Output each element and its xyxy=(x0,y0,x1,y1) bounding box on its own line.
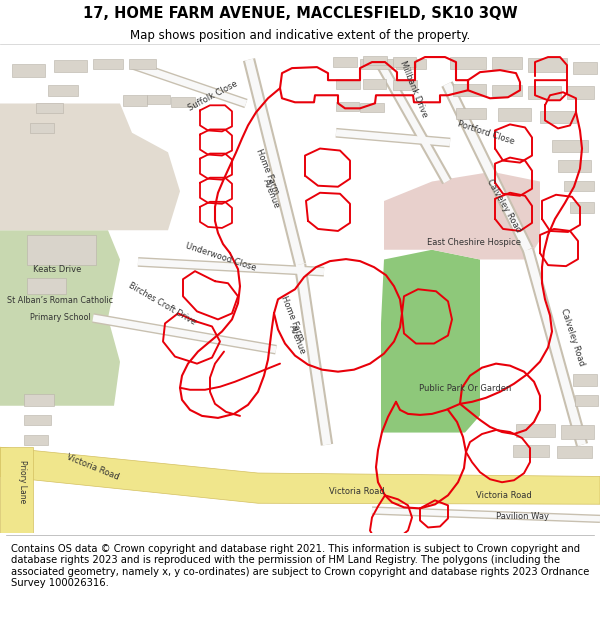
Polygon shape xyxy=(0,230,120,406)
Text: Calveley Road: Calveley Road xyxy=(485,177,523,234)
Text: Underwood Close: Underwood Close xyxy=(184,241,257,272)
Bar xyxy=(573,62,597,74)
Text: East Cheshire Hospice: East Cheshire Hospice xyxy=(427,238,521,247)
Bar xyxy=(393,57,416,67)
Bar xyxy=(498,108,531,121)
Text: Portford Close: Portford Close xyxy=(457,119,515,146)
Bar xyxy=(336,79,360,89)
Bar xyxy=(336,102,359,111)
Bar xyxy=(567,86,594,99)
Bar xyxy=(360,59,393,69)
Bar xyxy=(171,97,195,108)
Bar xyxy=(528,58,567,72)
Text: Victoria Road: Victoria Road xyxy=(65,452,121,481)
Bar xyxy=(363,56,387,66)
Bar xyxy=(558,159,591,172)
Bar xyxy=(564,181,594,191)
Bar xyxy=(24,435,48,445)
Bar xyxy=(552,140,588,152)
Bar xyxy=(492,86,522,96)
Polygon shape xyxy=(384,172,540,259)
Bar xyxy=(12,64,45,77)
Bar xyxy=(396,59,426,69)
Bar xyxy=(48,86,78,96)
Text: Calveley Road: Calveley Road xyxy=(559,308,587,368)
Bar xyxy=(36,102,63,113)
Text: Birches Croft Drive: Birches Croft Drive xyxy=(127,281,197,326)
Text: Pavilion Way: Pavilion Way xyxy=(496,512,548,521)
Bar xyxy=(557,446,592,458)
Text: Primary School: Primary School xyxy=(29,314,91,322)
Text: Avenue: Avenue xyxy=(287,324,308,356)
Polygon shape xyxy=(0,448,600,504)
Bar xyxy=(516,424,555,438)
Text: Victoria Road: Victoria Road xyxy=(329,486,385,496)
Bar xyxy=(24,414,51,425)
Text: Keats Drive: Keats Drive xyxy=(33,265,81,274)
Bar xyxy=(27,235,96,266)
Polygon shape xyxy=(0,104,180,230)
Bar xyxy=(513,445,549,457)
Bar xyxy=(333,57,357,67)
Bar xyxy=(456,108,486,119)
Bar xyxy=(528,86,561,99)
Bar xyxy=(123,95,147,106)
Bar xyxy=(573,374,597,386)
Bar xyxy=(30,123,54,132)
Text: Millbank Drive: Millbank Drive xyxy=(398,59,430,119)
Text: Map shows position and indicative extent of the property.: Map shows position and indicative extent… xyxy=(130,29,470,42)
Bar xyxy=(93,59,123,69)
Bar xyxy=(570,202,594,213)
Bar xyxy=(492,57,522,69)
Bar xyxy=(363,79,386,89)
Text: Public Park Or Garden: Public Park Or Garden xyxy=(419,384,511,393)
Bar xyxy=(450,57,486,69)
Bar xyxy=(360,102,384,112)
Text: Home Farm: Home Farm xyxy=(254,148,280,196)
Text: St Alban’s Roman Catholic: St Alban’s Roman Catholic xyxy=(7,296,113,306)
Bar xyxy=(147,95,170,104)
Bar xyxy=(24,394,54,406)
Bar xyxy=(540,111,576,123)
Text: Suffolk Close: Suffolk Close xyxy=(187,79,239,113)
Bar xyxy=(575,395,598,406)
Text: Victoria Road: Victoria Road xyxy=(476,491,532,501)
Text: Contains OS data © Crown copyright and database right 2021. This information is : Contains OS data © Crown copyright and d… xyxy=(11,544,589,588)
Bar xyxy=(54,59,87,72)
Bar xyxy=(393,80,417,90)
Text: Avenue: Avenue xyxy=(261,177,281,210)
Text: Home Farm: Home Farm xyxy=(280,294,306,342)
Bar xyxy=(561,425,594,439)
Polygon shape xyxy=(0,448,33,532)
Bar xyxy=(129,59,156,69)
Polygon shape xyxy=(381,250,480,432)
Bar xyxy=(27,278,66,294)
Bar xyxy=(453,84,486,96)
Text: 17, HOME FARM AVENUE, MACCLESFIELD, SK10 3QW: 17, HOME FARM AVENUE, MACCLESFIELD, SK10… xyxy=(83,6,517,21)
Text: Priory Lane: Priory Lane xyxy=(17,460,27,503)
